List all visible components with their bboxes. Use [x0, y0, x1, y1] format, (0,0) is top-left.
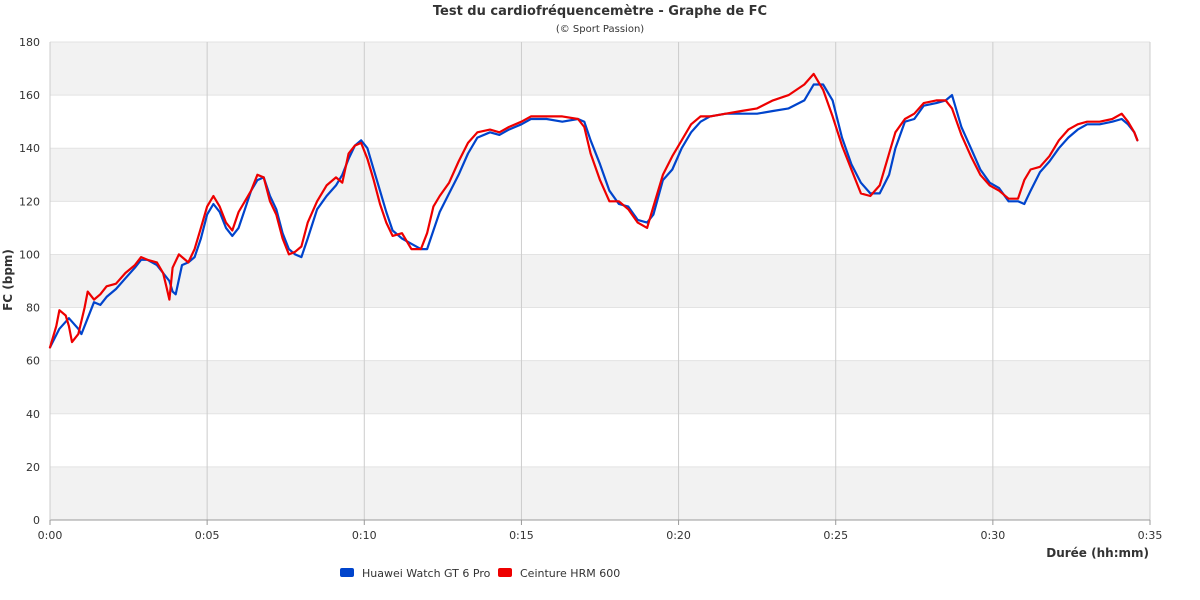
plot-band: [50, 201, 1150, 255]
chart-subtitle: (© Sport Passion): [556, 24, 644, 35]
x-tick-label: 0:15: [509, 529, 534, 542]
series-line-0: [48, 83, 1139, 349]
x-tick-label: 0:05: [195, 529, 220, 542]
x-axis-title: Durée (hh:mm): [1046, 546, 1149, 560]
legend-item-huawei[interactable]: Huawei Watch GT 6 Pro: [340, 567, 491, 580]
legend-label-ceinture: Ceinture HRM 600: [520, 567, 620, 580]
chart-title: Test du cardiofréquencemètre - Graphe de…: [433, 4, 767, 19]
y-tick-label: 80: [26, 302, 40, 315]
plot-band: [50, 360, 1150, 414]
y-tick-label: 60: [26, 355, 40, 368]
plot-band: [50, 307, 1150, 361]
plot-band: [50, 466, 1150, 520]
y-tick-label: 140: [19, 142, 40, 155]
x-tick-label: 0:35: [1138, 529, 1163, 542]
x-tick-label: 0:25: [823, 529, 848, 542]
y-tick-label: 40: [26, 408, 40, 421]
y-tick-label: 160: [19, 89, 40, 102]
plot-grid: [49, 41, 1151, 525]
x-tick-label: 0:30: [981, 529, 1006, 542]
y-axis-ticks: 0 20 40 60 80 100 120 140 160 180: [19, 36, 40, 527]
y-tick-label: 20: [26, 461, 40, 474]
plot-band: [50, 42, 1150, 96]
x-tick-label: 0:20: [666, 529, 691, 542]
legend: Huawei Watch GT 6 Pro Ceinture HRM 600: [340, 567, 620, 580]
y-axis-title: FC (bpm): [1, 249, 15, 311]
x-tick-label: 0:10: [352, 529, 377, 542]
legend-label-huawei: Huawei Watch GT 6 Pro: [362, 567, 491, 580]
plot-band: [50, 148, 1150, 202]
legend-swatch-ceinture: [498, 568, 512, 577]
plot-band: [50, 95, 1150, 149]
x-axis-ticks: 0:00 0:05 0:10 0:15 0:20 0:25 0:30 0:35: [38, 529, 1163, 542]
plot-series: [48, 72, 1139, 349]
y-tick-label: 120: [19, 195, 40, 208]
plot-bands: [50, 42, 1150, 520]
y-tick-label: 100: [19, 248, 40, 261]
y-tick-label: 180: [19, 36, 40, 49]
plot-band: [50, 413, 1150, 467]
plot-band: [50, 254, 1150, 308]
legend-item-ceinture[interactable]: Ceinture HRM 600: [498, 567, 620, 580]
x-tick-label: 0:00: [38, 529, 63, 542]
legend-swatch-huawei: [340, 568, 354, 577]
series-line-1: [48, 72, 1139, 349]
y-tick-label: 0: [33, 514, 40, 527]
